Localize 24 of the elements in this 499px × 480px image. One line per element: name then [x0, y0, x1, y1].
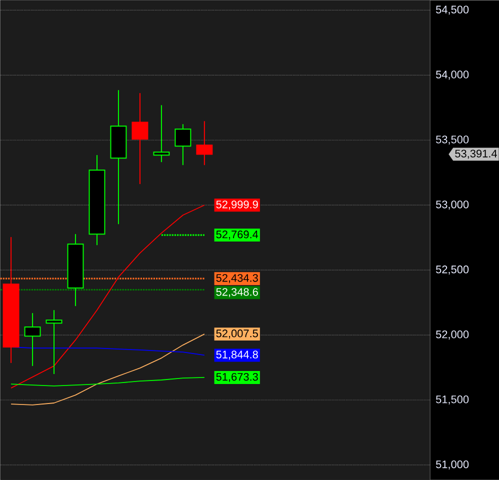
y-tick-label: 51,500	[436, 395, 469, 404]
y-tick-label: 51,000	[436, 460, 469, 470]
ref-line-label: 52,348.6	[216, 288, 258, 298]
candlestick	[24, 312, 41, 366]
data-label: 51,844.8	[216, 350, 258, 360]
data-label: 51,673.3	[216, 372, 258, 382]
data-label: 52,007.5	[216, 330, 258, 339]
candlestick	[46, 310, 62, 374]
candlestick	[174, 124, 192, 166]
text: 53,391.4	[455, 150, 497, 159]
y-tick-label: 53,500	[436, 136, 469, 145]
data-label: 52,769.4	[216, 230, 258, 240]
y-tick-label: 53,000	[436, 200, 469, 210]
candlestick	[153, 104, 170, 163]
y-tick-label: 54,000	[436, 70, 469, 80]
ref-line-label: 52,434.3	[216, 274, 258, 284]
y-tick-label: 52,500	[436, 266, 469, 275]
candlestick	[132, 92, 148, 185]
y-tick-label: 54,500	[436, 6, 469, 15]
candlestick	[196, 120, 213, 166]
line-series	[10, 334, 205, 406]
y-tick-label: 52,000	[436, 330, 469, 340]
data-label: 52,999.9	[216, 200, 258, 210]
line-series	[10, 376, 205, 386]
